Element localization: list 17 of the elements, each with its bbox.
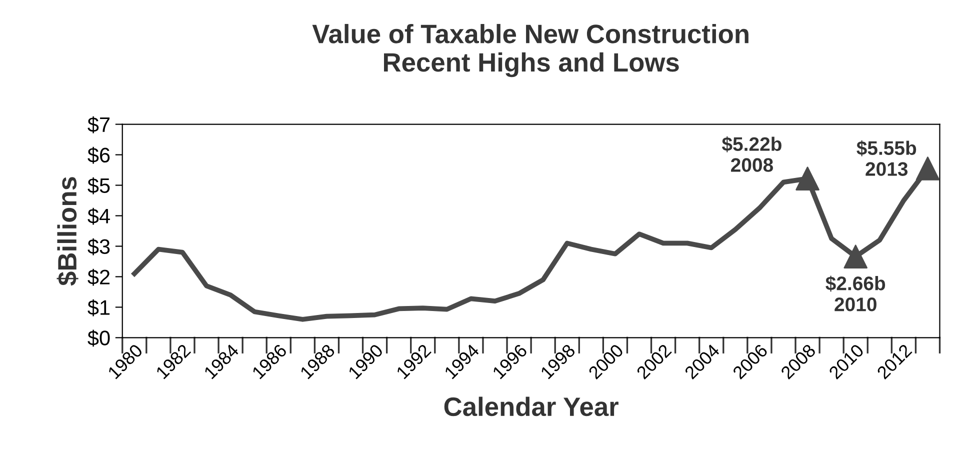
x-axis-title: Calendar Year [444,396,618,416]
annotation: $5.55b 2013 [856,140,916,176]
y-tick-label: $4 [88,208,110,225]
y-axis-title: $Billions [56,177,78,286]
annotation: $5.22b 2008 [722,136,782,172]
y-tick-label: $6 [88,146,110,164]
chart-title: Value of Taxable New Construction Recent Highs and Lows [312,24,748,78]
y-tick-label: $0 [88,330,110,347]
annotation: $2.66b 2010 [826,276,886,312]
point [844,244,868,268]
point [796,166,820,190]
y-tick-label: $1 [88,299,110,316]
y-tick-label: $3 [88,238,110,256]
y-tick-label: $5 [88,177,110,194]
y-tick-label: $7 [88,116,110,134]
point [916,156,940,180]
y-tick-label: $2 [88,268,110,286]
